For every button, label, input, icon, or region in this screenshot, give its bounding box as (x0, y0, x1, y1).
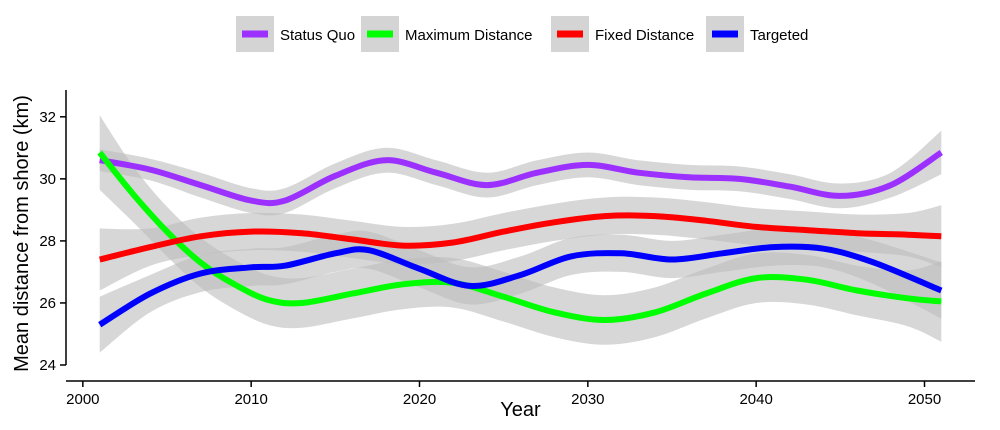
x-tick-label: 2020 (403, 391, 436, 408)
y-tick-label: 28 (39, 233, 56, 250)
y-tick-label: 32 (39, 109, 56, 126)
legend-item-fixed-distance: Fixed Distance (551, 16, 694, 52)
x-axis-title: Year (500, 399, 541, 421)
line-targeted (98, 243, 943, 328)
legend-item-targeted: Targeted (706, 16, 808, 52)
legend-label: Maximum Distance (405, 27, 533, 44)
x-tick-label: 2030 (571, 391, 604, 408)
legend-item-status-quo: Status Quo (236, 16, 355, 52)
line-fixed-distance (99, 212, 942, 263)
series-lines (97, 149, 943, 328)
legend: Status Quo Maximum Distance Fixed Distance… (236, 16, 808, 52)
x-tick-label: 2010 (234, 391, 267, 408)
x-tick-label: 2000 (66, 391, 99, 408)
y-tick-label: 30 (39, 171, 56, 188)
x-tick-label: 2040 (739, 391, 772, 408)
band-status-quo (99, 130, 942, 216)
legend-label: Targeted (750, 27, 808, 44)
y-tick-label: 24 (39, 357, 56, 374)
y-axis-title: Mean distance from shore (km) (11, 95, 33, 372)
band-fixed-distance (99, 196, 942, 291)
legend-label: Fixed Distance (595, 27, 694, 44)
line-status-quo (99, 149, 943, 207)
axes (65, 90, 975, 382)
legend-item-maximum-distance: Maximum Distance (361, 16, 533, 52)
legend-label: Status Quo (280, 27, 355, 44)
x-ticks: 2000 2010 2020 2030 2040 2050 (66, 381, 941, 408)
y-ticks: 24 26 28 30 32 (39, 109, 66, 374)
x-tick-label: 2050 (908, 391, 941, 408)
y-tick-label: 26 (39, 295, 56, 312)
